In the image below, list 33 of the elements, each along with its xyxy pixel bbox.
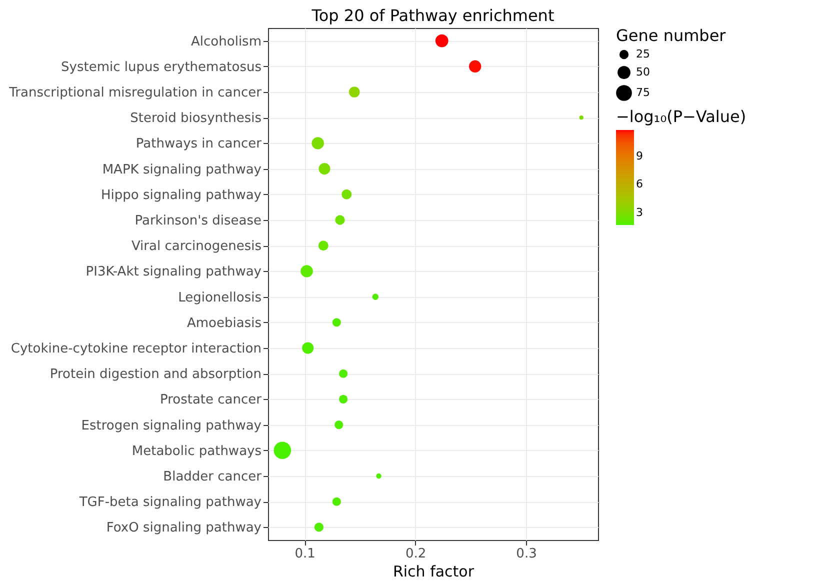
legend-label: 75 [636, 86, 650, 99]
y-tick-label: Parkinson's disease [134, 214, 262, 228]
y-tick-label: Prostate cancer [160, 392, 262, 408]
y-tick-label: Systemic lupus erythematosus [61, 60, 262, 75]
chart-title: Top 20 of Pathway enrichment [310, 6, 554, 25]
y-tick-label: Pathways in cancer [136, 136, 262, 152]
y-tick-label: Protein digestion and absorption [50, 367, 262, 382]
y-tick-label: Bladder cancer [163, 470, 262, 484]
y-tick-label: Hippo signaling pathway [100, 188, 262, 203]
color-bar-label: 3 [636, 206, 643, 219]
x-tick-label: 0.1 [294, 546, 316, 562]
y-tick-label: Amoebiasis [187, 316, 262, 331]
y-tick-label: TGF-beta signaling pathway [78, 495, 262, 510]
y-tick-label: Estrogen signaling pathway [81, 418, 262, 434]
y-tick-label: Steroid biosynthesis [130, 111, 262, 126]
legend-label: 50 [636, 66, 650, 78]
color-bar-label: 9 [636, 149, 643, 162]
y-tick-label: Cytokine-cytokine receptor interaction [10, 342, 262, 356]
y-tick-label: Alcoholism [191, 34, 262, 50]
y-tick-label: MAPK signaling pathway [102, 162, 262, 178]
legend-label: 25 [636, 48, 650, 60]
legend-title: Gene number [616, 26, 726, 45]
x-tick-label: 0.2 [405, 546, 426, 562]
y-tick-label: Transcriptional misregulation in cancer [8, 86, 262, 100]
x-axis-title: Rich factor [392, 562, 475, 580]
y-tick-label: FoxO signaling pathway [106, 520, 262, 536]
x-tick-label: 0.3 [516, 546, 537, 562]
y-tick-label: PI3K-Akt signaling pathway [86, 264, 262, 280]
y-tick-label: Viral carcinogenesis [131, 239, 262, 254]
y-tick-label: Legionellosis [178, 290, 262, 306]
color-bar-label: 6 [636, 178, 643, 191]
color-bar-title: −log₁₀(P−Value) [616, 107, 746, 126]
y-tick-label: Metabolic pathways [132, 444, 262, 459]
